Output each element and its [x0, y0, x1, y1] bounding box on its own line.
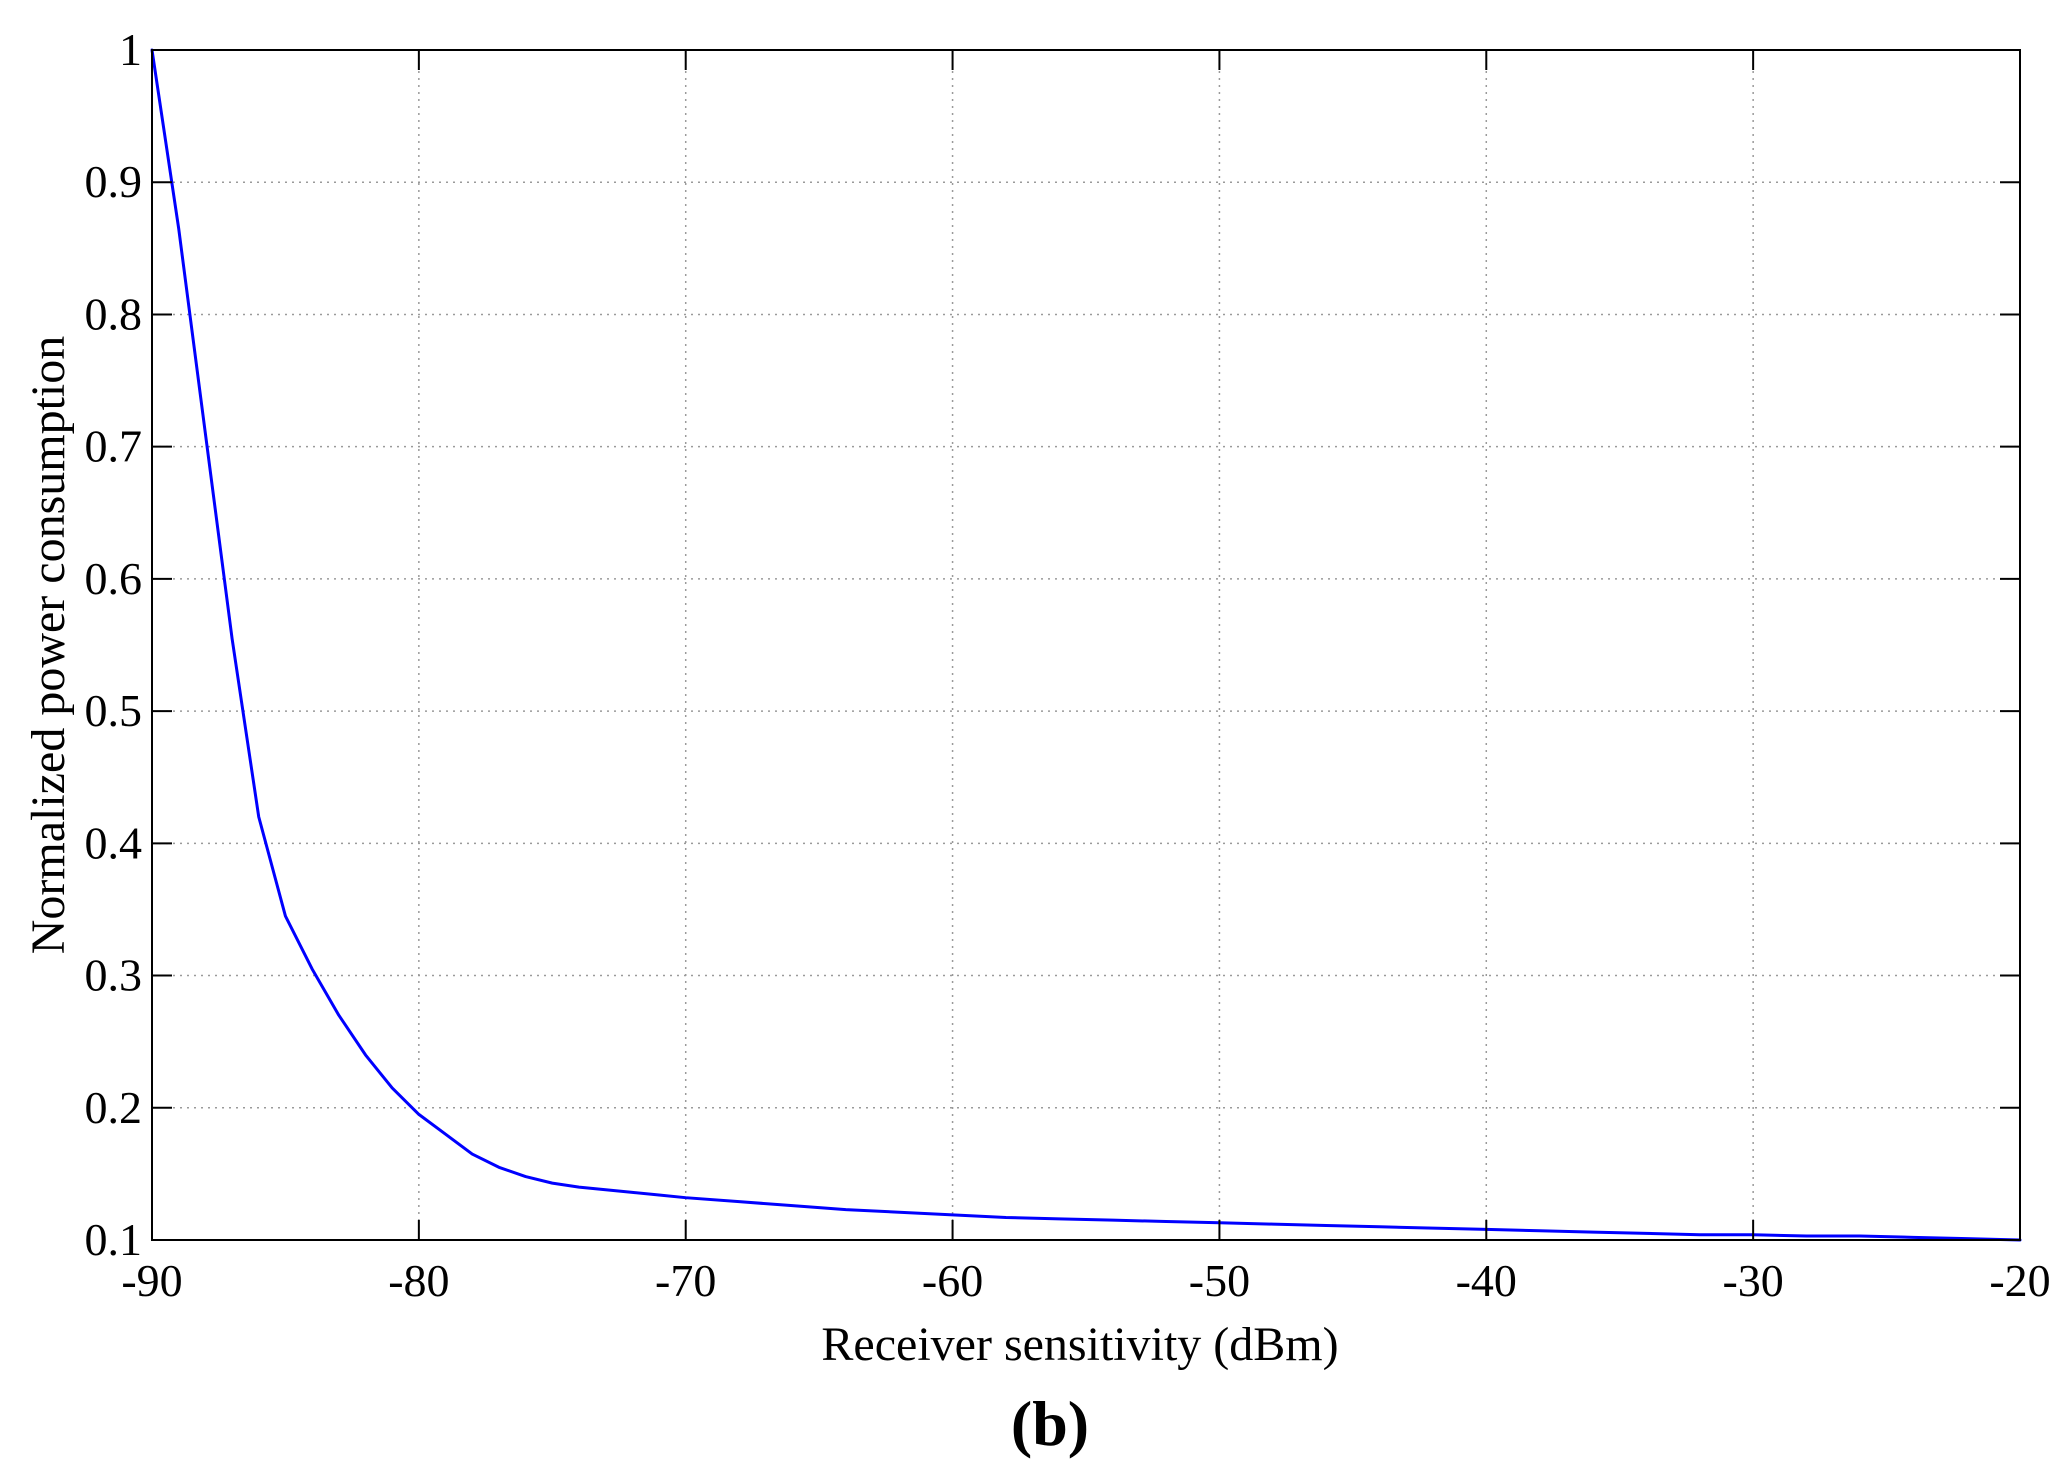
- y-tick-label: 0.7: [85, 421, 143, 472]
- y-tick-label: 0.1: [85, 1214, 143, 1265]
- y-tick-label: 1: [119, 24, 142, 75]
- y-tick-label: 0.5: [85, 685, 143, 736]
- plot-area: [150, 48, 2022, 1242]
- grid: [152, 50, 2020, 1240]
- x-tick-label: -40: [1456, 1255, 1517, 1306]
- y-tick-label: 0.2: [85, 1082, 143, 1133]
- panel-label: (b): [1011, 1388, 1089, 1459]
- x-tick-label: -70: [655, 1255, 716, 1306]
- y-axis-label: Normalized power consumption: [22, 336, 75, 955]
- x-tick-label: -50: [1189, 1255, 1250, 1306]
- x-tick-label: -80: [388, 1255, 449, 1306]
- x-tick-label: -90: [121, 1255, 182, 1306]
- y-tick-label: 0.4: [85, 817, 143, 868]
- y-tick-label: 0.3: [85, 950, 143, 1001]
- x-tick-label: -30: [1722, 1255, 1783, 1306]
- series-line: [150, 48, 2022, 1242]
- axes-frame: [151, 49, 2021, 1241]
- x-tick-labels: -90 -80 -70 -60 -50 -40 -30 -20: [121, 1255, 2050, 1306]
- tick-marks: [151, 49, 2021, 1241]
- y-tick-labels: 0.1 0.2 0.3 0.4 0.5 0.6 0.7 0.8 0.9 1: [85, 24, 143, 1265]
- y-tick-label: 0.8: [85, 288, 143, 339]
- x-axis-label: Receiver sensitivity (dBm): [821, 1318, 1338, 1371]
- x-tick-label: -20: [1989, 1255, 2050, 1306]
- y-tick-label: 0.9: [85, 156, 143, 207]
- x-tick-label: -60: [922, 1255, 983, 1306]
- y-tick-label: 0.6: [85, 553, 143, 604]
